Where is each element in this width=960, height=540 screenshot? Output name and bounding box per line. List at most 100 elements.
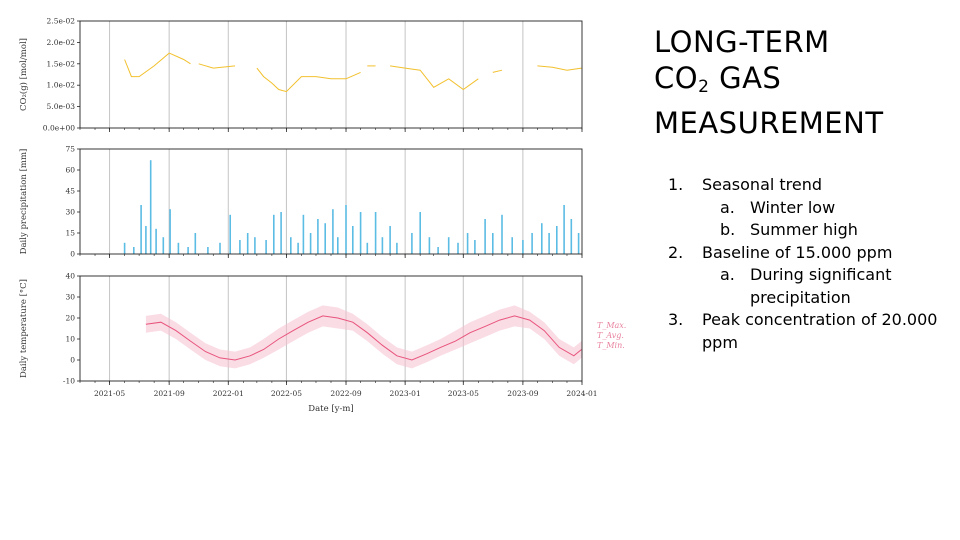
title-line-1: LONG-TERM — [654, 25, 830, 59]
list-number: 3. — [668, 310, 684, 329]
x-tick-label: 2022-05 — [271, 389, 302, 398]
y-tick-label: -10 — [63, 377, 75, 386]
precipitation-bar — [541, 223, 543, 254]
precipitation-bar — [187, 247, 189, 254]
notes-list: 1. Seasonal trend a. Winter low b. Summer h… — [668, 174, 953, 354]
precipitation-bar — [522, 240, 524, 254]
co2-series-line — [124, 52, 191, 78]
precipitation-bar — [428, 237, 431, 254]
x-tick-label: 2021-09 — [154, 389, 185, 398]
precipitation-bar — [466, 233, 469, 254]
precipitation-bar — [133, 247, 135, 254]
precipitation-bar — [297, 242, 299, 254]
charts-figure: 0.0e+00 5.0e-03 1.0e-02 1.5e-02 2.0e-02 2.5e-… — [18, 17, 626, 415]
y-tick-label: 1.5e-02 — [47, 59, 76, 68]
precipitation-bar — [169, 209, 171, 254]
y-tick-label: 30 — [65, 208, 75, 217]
y-tick-label: 15 — [65, 229, 75, 238]
precipitation-bar — [162, 237, 165, 254]
list-item: a. During significant precipitation — [668, 264, 953, 309]
precipitation-bar — [381, 237, 384, 254]
precipitation-bar — [501, 214, 503, 254]
precipitation-bar — [511, 237, 513, 254]
precipitation-bar — [474, 240, 476, 254]
legend-entry: T_Min. — [597, 341, 625, 350]
y-tick-label: 30 — [65, 293, 75, 302]
y-tick-label: 60 — [65, 166, 75, 175]
x-tick-label: 2022-09 — [330, 389, 361, 398]
temperature-avg-line — [145, 315, 582, 361]
co2-series-line — [537, 65, 582, 71]
y-tick-label: 45 — [65, 187, 75, 196]
title-line-2-pre: CO — [654, 61, 699, 95]
co2-series-line — [198, 63, 236, 69]
list-number: b. — [720, 220, 736, 239]
list-number: 1. — [668, 175, 684, 194]
y-tick-label: 0 — [70, 356, 75, 365]
precipitation-bar — [345, 205, 347, 254]
precipitation-bar — [447, 237, 450, 254]
precipitation-bar — [531, 233, 533, 254]
precipitation-bar — [194, 233, 197, 254]
y-axis-label: Daily temperature [°C] — [19, 279, 29, 378]
precipitation-bar — [556, 226, 558, 254]
precipitation-bar — [302, 214, 305, 254]
x-tick-label: 2024-01 — [566, 389, 597, 398]
y-tick-label: 10 — [65, 335, 75, 344]
precipitation-bar — [140, 205, 142, 254]
precipitation-bar — [177, 242, 180, 254]
precipitation-bar — [352, 226, 354, 254]
y-axis-label: Daily precipitation [mm] — [19, 149, 29, 255]
precipitation-bar — [337, 237, 339, 254]
precipitation-bar — [149, 160, 152, 254]
legend-entry: T_Max. — [597, 321, 626, 330]
chart-panel-2: 0 15 30 45 60 75 Daily precipitation [mm] — [19, 145, 583, 259]
title-line-3: MEASUREMENT — [654, 106, 884, 140]
list-item: b. Summer high — [668, 219, 953, 242]
x-tick-label: 2023-09 — [507, 389, 538, 398]
list-item: 2. Baseline of 15.000 ppm — [668, 242, 953, 265]
y-tick-label: 5.0e-03 — [47, 102, 76, 111]
precipitation-bar — [239, 240, 241, 254]
x-tick-label: 2023-05 — [448, 389, 479, 398]
list-text: During significant precipitation — [750, 265, 892, 307]
precipitation-bar — [290, 237, 292, 254]
precipitation-bar — [145, 226, 147, 254]
x-tick-label: 2023-01 — [390, 389, 421, 398]
list-number: a. — [720, 197, 735, 217]
chart-panel-1: 0.0e+00 5.0e-03 1.0e-02 1.5e-02 2.0e-02 2.5e-… — [18, 17, 583, 133]
list-text: Winter low — [750, 197, 836, 217]
x-axis-label: Date [y-m] — [308, 404, 353, 414]
precipitation-bar — [273, 214, 275, 254]
co2-series-line — [390, 65, 479, 91]
x-tick-label: 2022-01 — [213, 389, 244, 398]
axes-frame — [79, 20, 583, 129]
precipitation-bar — [332, 209, 334, 254]
precipitation-bar — [396, 242, 398, 254]
y-tick-label: 40 — [65, 272, 75, 281]
y-axis-label: CO₂(g) [mol/mol] — [18, 38, 29, 111]
precipitation-bar — [563, 205, 565, 254]
precipitation-bar — [492, 233, 494, 254]
list-text: Summer high — [750, 220, 858, 239]
temperature-range-band — [145, 305, 582, 369]
y-tick-label: 1.0e-02 — [47, 81, 76, 90]
list-number: 2. — [668, 242, 684, 262]
co2-series-line — [256, 67, 361, 93]
precipitation-bar — [359, 212, 362, 254]
precipitation-bar — [265, 240, 267, 254]
y-tick-label: 2.5e-02 — [47, 17, 76, 26]
y-tick-label: 20 — [65, 314, 75, 323]
precipitation-bar — [219, 242, 221, 254]
precipitation-bar — [484, 219, 486, 254]
precipitation-bar — [389, 226, 391, 254]
list-item: a. Winter low — [668, 197, 953, 220]
slide-title: LONG-TERM CO2 GAS MEASUREMENT — [654, 24, 884, 141]
list-text: Peak concentration of 20.000 ppm — [702, 310, 938, 352]
precipitation-bar — [570, 219, 573, 254]
precipitation-bar — [123, 242, 126, 254]
co2-series-line — [492, 69, 503, 73]
precipitation-bar — [374, 212, 377, 254]
title-line-2-sub: 2 — [698, 77, 710, 97]
precipitation-bar — [577, 233, 580, 254]
